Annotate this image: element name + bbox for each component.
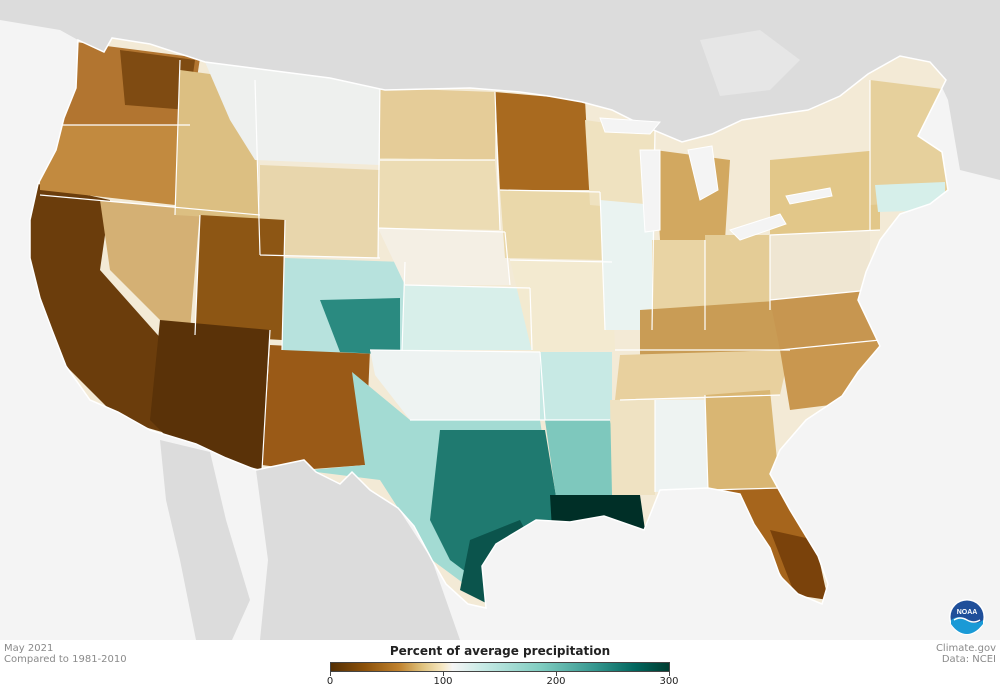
region-carolinas <box>780 340 880 410</box>
region-north-dakota <box>380 88 495 160</box>
region-oregon <box>40 120 180 205</box>
legend-label-0: 0 <box>326 676 334 687</box>
credit-site: Climate.gov <box>935 643 996 654</box>
region-oklahoma <box>370 350 540 420</box>
division-fills <box>30 38 948 608</box>
region-georgia <box>705 390 780 490</box>
legend-tick-0 <box>330 672 331 676</box>
legend-label-100: 100 <box>433 676 453 687</box>
region-mississippi <box>610 400 655 495</box>
region-mass <box>875 182 945 212</box>
region-arizona <box>150 320 270 470</box>
noaa-logo-text: NOAA <box>957 609 978 616</box>
region-kansas <box>402 285 532 350</box>
region-minnesota <box>495 92 590 190</box>
region-south-dakota <box>378 158 500 230</box>
region-alabama <box>655 400 708 492</box>
region-wyoming <box>260 165 380 258</box>
region-colorado-wet <box>320 298 400 355</box>
legend-title: Percent of average precipitation <box>389 644 611 658</box>
region-iowa <box>500 190 602 260</box>
credit-source: Data: NCEI <box>941 654 996 665</box>
region-kentucky <box>640 300 790 355</box>
region-nevada <box>100 200 200 330</box>
region-virginia <box>770 290 880 350</box>
noaa-logo-icon: NOAA <box>948 598 986 640</box>
region-wisconsin <box>585 120 655 210</box>
region-illinois <box>600 200 655 330</box>
legend-tick-300 <box>669 672 670 676</box>
legend-color-bar <box>330 662 670 672</box>
region-wa-east <box>120 50 195 110</box>
region-nebraska <box>378 228 510 285</box>
map-baseline: Compared to 1981-2010 <box>4 654 127 665</box>
legend-tick-200 <box>556 672 557 676</box>
region-montana <box>205 62 380 165</box>
legend-label-200: 200 <box>546 676 566 687</box>
region-pennsylvania <box>770 230 870 300</box>
region-missouri <box>510 260 615 352</box>
region-utah <box>195 215 285 340</box>
state-borders <box>39 59 881 492</box>
legend-tick-100 <box>443 672 444 676</box>
region-ohio <box>705 235 770 310</box>
precipitation-map <box>0 0 1000 640</box>
region-arkansas <box>540 352 612 420</box>
region-new-mexico <box>262 345 370 470</box>
region-california <box>30 180 190 440</box>
great-lakes <box>599 117 833 241</box>
legend-label-300: 300 <box>659 676 679 687</box>
map-period: May 2021 <box>4 643 54 654</box>
region-tennessee <box>615 350 790 400</box>
